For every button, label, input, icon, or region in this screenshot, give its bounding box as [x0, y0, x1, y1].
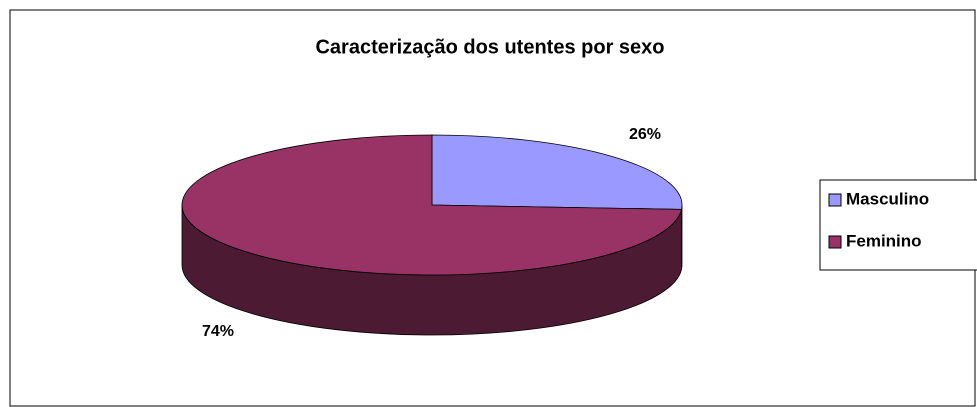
legend-label: Masculino: [846, 189, 929, 208]
slice: [431, 134, 683, 210]
data-label: 74%: [202, 323, 234, 340]
legend-swatch: [828, 235, 842, 249]
legend-box: [819, 179, 977, 271]
chart-title: Caracterização dos utentes por sexo: [315, 36, 664, 58]
data-label: 26%: [629, 126, 661, 143]
legend-label: Feminino: [846, 231, 922, 250]
pie: [181, 134, 683, 336]
slice: [181, 134, 683, 276]
legend-swatch: [828, 193, 842, 207]
